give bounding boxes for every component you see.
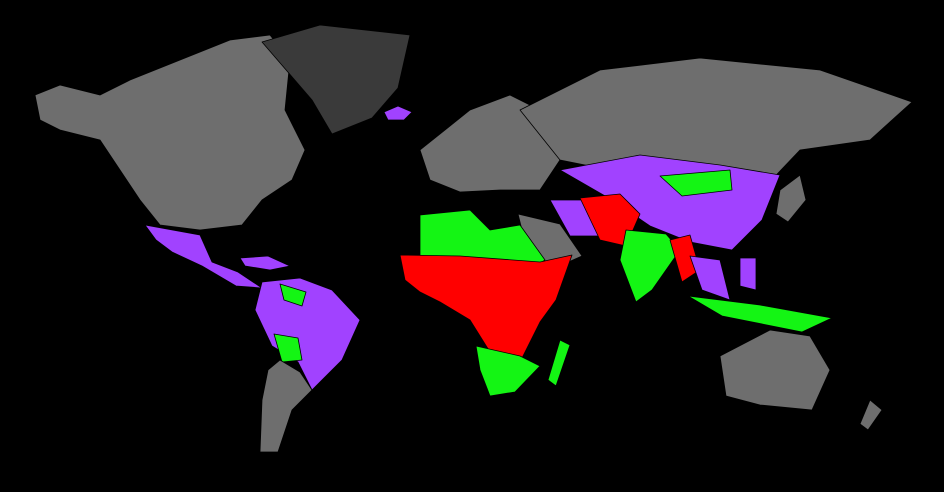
indonesia [687,295,833,333]
iceland [383,105,413,121]
southeast-asia [689,255,731,301]
south-america-south [259,359,313,453]
india [619,229,681,303]
australia [719,329,831,411]
greenland [261,24,411,135]
north-america [34,34,306,231]
guiana [279,283,307,307]
madagascar [547,339,571,387]
south-america-north [254,277,361,391]
europe [419,94,561,193]
japan [775,174,807,223]
central-america [144,224,263,289]
new-zealand [859,399,883,431]
southern-africa [475,345,541,397]
caribbean [239,255,291,271]
mongolia [659,169,733,197]
philippines [739,257,757,291]
bolivia [273,333,303,363]
